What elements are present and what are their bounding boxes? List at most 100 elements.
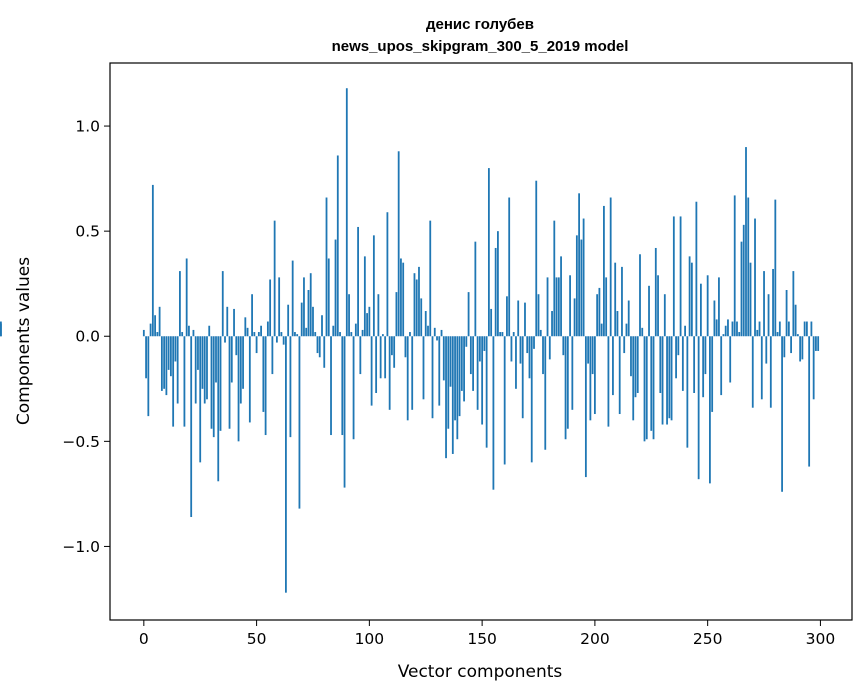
bar-251 (709, 336, 711, 484)
bar-70 (300, 302, 303, 337)
bar-10 (165, 336, 168, 396)
bar-41 (235, 336, 238, 356)
bar-271 (754, 218, 756, 337)
bar-40 (233, 308, 235, 337)
bar-183 (555, 277, 558, 337)
bar-85 (334, 239, 337, 337)
bar-148 (476, 336, 479, 410)
bar-30 (210, 336, 213, 429)
bar-257 (722, 334, 725, 337)
bar-61 (280, 332, 283, 337)
bar-54 (264, 336, 267, 436)
bar-193 (578, 193, 580, 337)
bar-266 (742, 224, 745, 337)
y-axis-label: Components values (14, 257, 34, 425)
bar-265 (740, 241, 743, 337)
bar-267 (745, 147, 747, 337)
bar-8 (160, 336, 163, 391)
x-tick-label: 100 (355, 630, 385, 648)
bar-173 (533, 336, 535, 349)
bar-122 (418, 266, 420, 337)
bar-202 (598, 287, 601, 337)
bar-236 (675, 336, 677, 379)
bar-263 (736, 321, 738, 337)
bar-83 (330, 336, 332, 436)
bar-27 (203, 336, 206, 404)
bar-19 (185, 258, 188, 337)
bar-78 (318, 336, 321, 358)
bar-113 (397, 151, 400, 337)
bar-166 (517, 300, 520, 337)
bar-201 (596, 294, 599, 337)
y-tick-label: −1.0 (62, 538, 100, 556)
bar-168 (521, 336, 524, 419)
bar-187 (564, 336, 567, 440)
bar-211 (618, 336, 621, 415)
bar-141 (460, 336, 463, 391)
bar-24 (197, 336, 199, 370)
bar-283 (781, 336, 783, 492)
bar-176 (539, 329, 542, 337)
bar-255 (718, 277, 720, 337)
bar-7 (158, 306, 161, 337)
bar-272 (756, 329, 759, 337)
bar-244 (693, 336, 696, 393)
bar-103 (375, 336, 378, 393)
bar-184 (557, 277, 560, 337)
bar-228 (657, 275, 659, 337)
bar-135 (447, 336, 450, 429)
bar-136 (449, 336, 452, 387)
bar-86 (336, 155, 339, 337)
bar-164 (512, 332, 515, 337)
bar-180 (548, 336, 551, 360)
bar-21 (190, 336, 193, 518)
bar-49 (253, 332, 256, 337)
bar-97 (361, 329, 364, 337)
x-tick-label: 0 (139, 630, 149, 648)
bar-231 (663, 294, 666, 337)
bar-82 (327, 258, 330, 337)
bar-249 (704, 336, 707, 375)
bar-205 (605, 277, 608, 337)
bar-159 (501, 332, 504, 337)
bar-216 (630, 336, 632, 377)
bar-161 (506, 296, 508, 337)
bar-276 (765, 336, 768, 364)
bar-157 (497, 231, 499, 337)
y-tick-label: 0.0 (75, 328, 100, 346)
bar-84 (332, 325, 335, 337)
bar-23 (194, 336, 197, 404)
bar-98 (363, 256, 366, 337)
bar-91 (348, 294, 350, 337)
bar-278 (769, 336, 772, 408)
bar-35 (221, 271, 224, 337)
bar-3 (149, 323, 152, 337)
bar-93 (352, 336, 355, 440)
bar-9 (163, 336, 166, 389)
x-tick-label: 300 (806, 630, 836, 648)
bar-36 (224, 336, 226, 343)
bar-270 (751, 336, 754, 408)
bar-218 (634, 336, 637, 398)
bar-37 (226, 306, 229, 337)
bar-210 (616, 311, 619, 337)
bar-17 (181, 332, 184, 337)
bar-242 (688, 256, 691, 337)
bar-227 (654, 247, 657, 337)
bar-132 (440, 329, 443, 337)
bar-39 (230, 336, 233, 383)
bar-89 (343, 336, 346, 488)
bar-155 (492, 336, 495, 490)
x-tick-label: 250 (693, 630, 723, 648)
bar-130 (436, 336, 438, 341)
bar-229 (659, 336, 662, 393)
bar-150 (481, 336, 484, 425)
bar-60 (278, 277, 281, 337)
bar-199 (591, 336, 594, 375)
y-tick-label: 1.0 (75, 118, 100, 136)
x-tick-label: 200 (580, 630, 610, 648)
bar-110 (391, 336, 393, 356)
bar-62 (282, 336, 285, 345)
bar-77 (316, 336, 319, 354)
